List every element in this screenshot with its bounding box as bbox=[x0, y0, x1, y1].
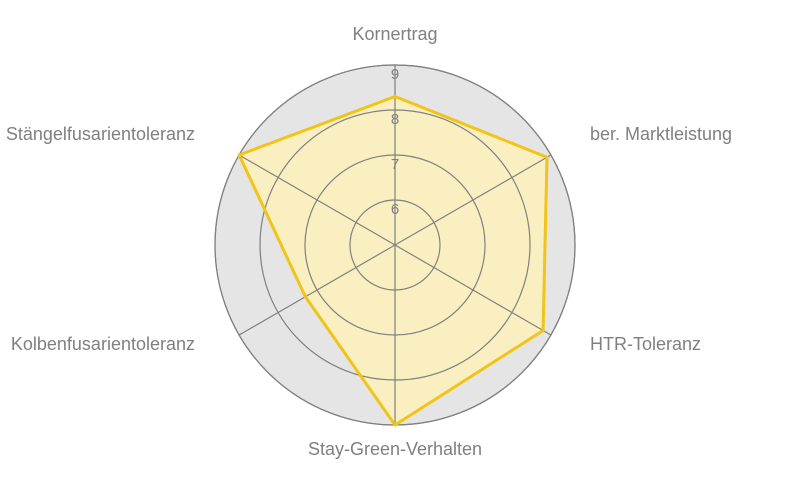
axis-label: Stay-Green-Verhalten bbox=[308, 439, 482, 460]
axis-label: Kornertrag bbox=[352, 24, 437, 45]
axis-label: HTR-Toleranz bbox=[590, 334, 701, 355]
axis-label: Stängelfusarientoleranz bbox=[6, 124, 195, 145]
radar-svg: 6 7 8 9 bbox=[0, 0, 791, 500]
axis-label: ber. Marktleistung bbox=[590, 124, 732, 145]
radar-chart: 6 7 8 9 Kornertrag ber. Marktleistung HTR-Tol… bbox=[0, 0, 791, 500]
axis-label: Kolbenfusarientoleranz bbox=[11, 334, 195, 355]
scale-tick-label: 7 bbox=[391, 156, 399, 173]
scale-tick-label: 6 bbox=[391, 201, 399, 218]
scale-tick-label: 9 bbox=[391, 66, 399, 83]
scale-tick-label: 8 bbox=[391, 111, 399, 128]
